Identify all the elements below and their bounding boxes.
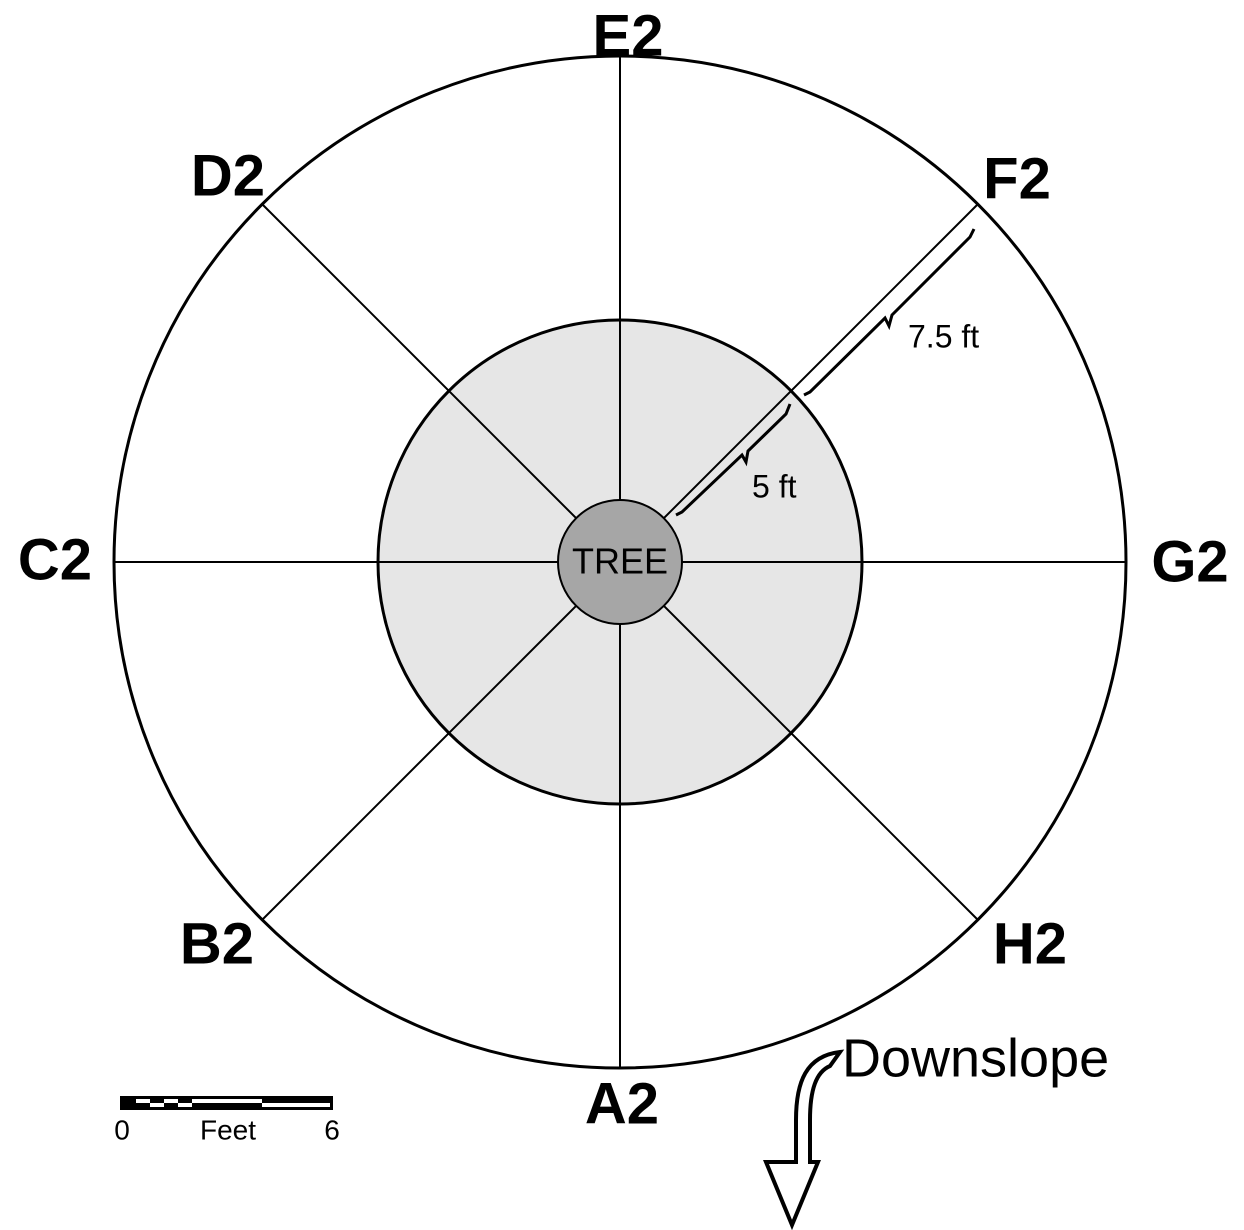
direction-label: F2 bbox=[983, 146, 1051, 211]
scale-end: 6 bbox=[324, 1114, 340, 1145]
direction-label: D2 bbox=[191, 143, 265, 208]
scale-bar: 0 Feet 6 bbox=[114, 1096, 340, 1145]
scale-segment bbox=[262, 1103, 330, 1107]
scale-unit: Feet bbox=[200, 1114, 256, 1145]
braces bbox=[675, 228, 976, 517]
direction-label: C2 bbox=[18, 527, 92, 592]
direction-label: G2 bbox=[1151, 529, 1228, 594]
tree-circle bbox=[557, 499, 683, 625]
scale-start: 0 bbox=[114, 1114, 130, 1145]
outer-measure: 7.5 ft bbox=[908, 318, 979, 354]
scale-segment bbox=[178, 1103, 192, 1107]
direction-label: H2 bbox=[993, 911, 1067, 976]
inner-measure: 5 ft bbox=[752, 468, 797, 504]
downslope-arrow bbox=[763, 1049, 845, 1230]
scale-segment bbox=[192, 1099, 262, 1103]
scale-segment bbox=[164, 1099, 178, 1103]
scale-segment bbox=[150, 1103, 164, 1107]
slope-label: Downslope bbox=[842, 1028, 1109, 1088]
direction-label: B2 bbox=[180, 911, 254, 976]
direction-label: A2 bbox=[585, 1071, 659, 1136]
scale-segment bbox=[136, 1099, 150, 1103]
tree-label: TREE bbox=[572, 541, 668, 582]
direction-label: E2 bbox=[593, 3, 664, 68]
outer-brace bbox=[803, 228, 976, 397]
inner-brace bbox=[675, 403, 792, 517]
